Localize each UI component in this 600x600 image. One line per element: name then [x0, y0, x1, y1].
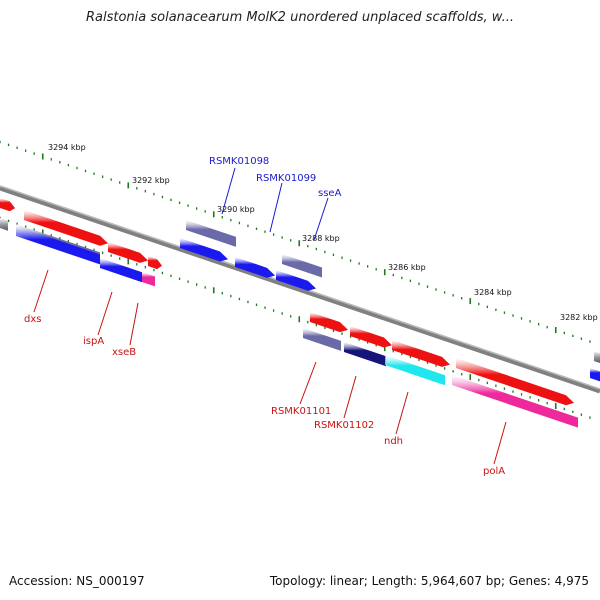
- gene-label-ispa[interactable]: ispA: [83, 336, 104, 347]
- gene-slate-2[interactable]: [186, 220, 236, 247]
- gene-red-3[interactable]: [148, 256, 162, 270]
- gene-label-rsmk01101[interactable]: RSMK01101: [271, 406, 331, 417]
- scale-label-3286: 3286 kbp: [388, 263, 426, 272]
- gene-cyan-1[interactable]: [385, 355, 445, 386]
- scale-label-3282: 3282 kbp: [560, 313, 598, 322]
- gene-labels: RSMK01098 RSMK01099 sseA dxs ispA xseB R…: [24, 156, 505, 477]
- scale-labels: 3294 kbp 3292 kbp 3290 kbp 3288 kbp 3286…: [48, 143, 598, 322]
- gene-label-pola[interactable]: polA: [483, 466, 505, 477]
- gene-label-rsmk01098[interactable]: RSMK01098: [209, 156, 269, 167]
- gene-red-5[interactable]: [350, 326, 392, 348]
- scale-label-3294: 3294 kbp: [48, 143, 86, 152]
- gene-red-1[interactable]: [24, 210, 108, 246]
- gene-pink-2[interactable]: [452, 375, 578, 428]
- gene-gray-right[interactable]: [594, 351, 600, 364]
- genome-summary-text: Topology: linear; Length: 5,964,607 bp; …: [269, 574, 589, 588]
- gene-label-xseb[interactable]: xseB: [112, 347, 136, 358]
- gene-red-left[interactable]: [0, 198, 15, 212]
- gene-label-dxs[interactable]: dxs: [24, 314, 41, 325]
- gene-red-4[interactable]: [310, 312, 348, 333]
- gene-red-2[interactable]: [108, 242, 148, 263]
- scale-label-3292: 3292 kbp: [132, 176, 170, 185]
- gene-slate-3[interactable]: [282, 254, 322, 278]
- gene-pink-1[interactable]: [142, 272, 155, 287]
- map-title: Ralstonia solanacearum MolK2 unordered u…: [85, 10, 514, 25]
- gene-blue-1[interactable]: [16, 226, 100, 265]
- gene-blue-2[interactable]: [100, 258, 142, 283]
- scale-label-3288: 3288 kbp: [302, 234, 340, 243]
- gene-label-ndh[interactable]: ndh: [384, 436, 403, 447]
- gene-slate-4[interactable]: [303, 328, 341, 351]
- gene-blue-5[interactable]: [276, 270, 316, 291]
- gene-label-rsmk01099[interactable]: RSMK01099: [256, 173, 316, 184]
- gene-blue-3[interactable]: [180, 238, 228, 262]
- gene-gray-left[interactable]: [0, 218, 8, 231]
- gene-label-rsmk01102[interactable]: RSMK01102: [314, 420, 374, 431]
- gene-blue-4[interactable]: [235, 257, 275, 278]
- gene-label-ssea[interactable]: sseA: [318, 188, 342, 199]
- label-leaders: [33, 167, 507, 465]
- scale-label-3290: 3290 kbp: [217, 205, 255, 214]
- gene-red-6[interactable]: [392, 340, 450, 367]
- gene-blue-right[interactable]: [590, 368, 600, 382]
- gene-red-7[interactable]: [456, 358, 574, 406]
- scale-label-3284: 3284 kbp: [474, 288, 512, 297]
- accession-text: Accession: NS_000197: [9, 574, 145, 588]
- gene-navy-1[interactable]: [344, 342, 386, 367]
